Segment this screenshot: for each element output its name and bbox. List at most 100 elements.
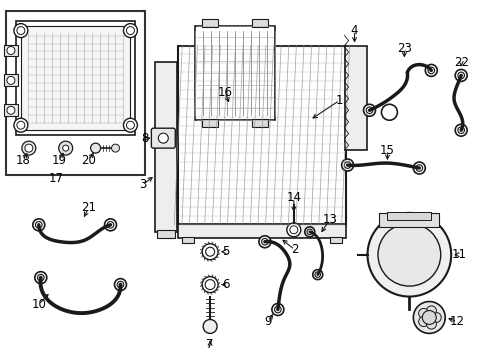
Circle shape — [17, 27, 25, 35]
Text: 23: 23 — [396, 42, 411, 55]
Circle shape — [426, 306, 435, 316]
Circle shape — [126, 27, 134, 35]
Text: 18: 18 — [16, 154, 30, 167]
Bar — [386, 212, 430, 220]
Text: 12: 12 — [449, 315, 464, 328]
Circle shape — [33, 219, 45, 231]
Circle shape — [114, 279, 126, 291]
Text: 13: 13 — [322, 213, 336, 226]
Bar — [157, 230, 175, 238]
Circle shape — [38, 274, 44, 281]
Circle shape — [202, 276, 218, 293]
Circle shape — [17, 121, 25, 129]
Circle shape — [289, 226, 297, 234]
Text: 5: 5 — [222, 245, 229, 258]
Bar — [178, 45, 345, 225]
Bar — [178, 224, 345, 238]
Circle shape — [62, 145, 68, 151]
Text: 10: 10 — [31, 298, 46, 311]
Circle shape — [363, 104, 375, 116]
Circle shape — [314, 272, 320, 277]
Bar — [182, 237, 194, 243]
Circle shape — [430, 312, 440, 323]
Circle shape — [14, 118, 28, 132]
Circle shape — [14, 24, 28, 37]
Bar — [4, 45, 18, 57]
Circle shape — [366, 107, 372, 113]
Circle shape — [344, 162, 350, 168]
Circle shape — [203, 319, 217, 333]
Circle shape — [274, 306, 281, 313]
Bar — [329, 237, 341, 243]
Text: 15: 15 — [379, 144, 394, 157]
Circle shape — [306, 229, 312, 234]
Text: 1: 1 — [335, 94, 343, 107]
Bar — [344, 45, 366, 150]
Circle shape — [425, 64, 436, 76]
Text: 14: 14 — [285, 192, 301, 204]
Bar — [379, 213, 438, 227]
Circle shape — [457, 72, 464, 79]
Circle shape — [412, 162, 425, 174]
Circle shape — [59, 141, 73, 155]
Circle shape — [454, 124, 466, 136]
Circle shape — [7, 46, 15, 54]
Circle shape — [377, 223, 440, 286]
Circle shape — [367, 213, 450, 297]
Circle shape — [426, 319, 435, 329]
Text: 3: 3 — [139, 179, 146, 192]
Circle shape — [25, 144, 33, 152]
Bar — [4, 104, 18, 116]
Circle shape — [422, 310, 435, 324]
Circle shape — [202, 244, 218, 260]
Circle shape — [205, 280, 215, 289]
Circle shape — [259, 236, 270, 248]
Bar — [251, 19, 267, 27]
Circle shape — [35, 272, 47, 284]
Circle shape — [126, 121, 134, 129]
Bar — [4, 75, 18, 86]
Text: 6: 6 — [222, 278, 229, 291]
Text: 22: 22 — [453, 56, 468, 69]
Circle shape — [107, 221, 114, 228]
Circle shape — [454, 69, 466, 81]
Circle shape — [341, 159, 353, 171]
FancyBboxPatch shape — [151, 128, 175, 148]
Text: 9: 9 — [264, 315, 271, 328]
Circle shape — [7, 76, 15, 84]
Text: 11: 11 — [451, 248, 466, 261]
Circle shape — [22, 141, 36, 155]
Bar — [6, 11, 145, 175]
Circle shape — [36, 221, 42, 228]
Circle shape — [7, 106, 15, 114]
Circle shape — [418, 309, 428, 318]
Text: 19: 19 — [51, 154, 66, 167]
Circle shape — [205, 247, 214, 256]
Bar — [195, 26, 274, 120]
Circle shape — [381, 104, 397, 120]
Bar — [155, 62, 177, 232]
Text: 16: 16 — [217, 86, 232, 99]
Circle shape — [457, 127, 464, 134]
Circle shape — [123, 24, 137, 37]
Circle shape — [304, 227, 314, 237]
Circle shape — [271, 303, 283, 315]
Circle shape — [286, 223, 300, 237]
Bar — [251, 119, 267, 127]
Text: 8: 8 — [142, 132, 149, 145]
Circle shape — [261, 238, 267, 245]
Text: 21: 21 — [81, 201, 96, 215]
Circle shape — [158, 133, 168, 143]
Circle shape — [427, 67, 434, 74]
Circle shape — [418, 316, 428, 327]
Bar — [21, 26, 130, 130]
Bar — [202, 19, 218, 27]
Circle shape — [111, 144, 119, 152]
Text: 17: 17 — [48, 171, 63, 185]
Bar — [202, 119, 218, 127]
Circle shape — [123, 118, 137, 132]
Text: 7: 7 — [206, 338, 213, 351]
Circle shape — [90, 143, 101, 153]
Circle shape — [104, 219, 116, 231]
Circle shape — [415, 165, 422, 171]
